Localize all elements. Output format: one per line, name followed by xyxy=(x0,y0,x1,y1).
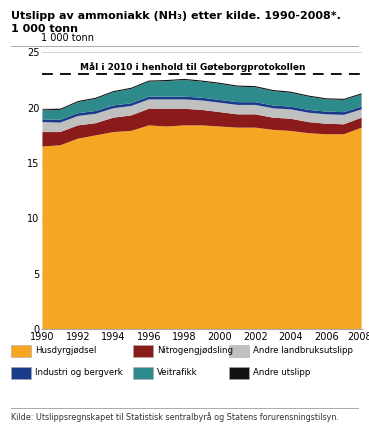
Text: Industri og bergverk: Industri og bergverk xyxy=(35,368,123,377)
Text: Utslipp av ammoniakk (NH₃) etter kilde. 1990-2008*.: Utslipp av ammoniakk (NH₃) etter kilde. … xyxy=(11,11,341,21)
Text: Nitrogengjødsling: Nitrogengjødsling xyxy=(157,347,233,355)
Text: 1 000 tonn: 1 000 tonn xyxy=(11,24,78,34)
Text: 1 000 tonn: 1 000 tonn xyxy=(41,33,94,43)
Text: Veitrafikk: Veitrafikk xyxy=(157,368,197,377)
Text: Kilde: Utslippsregnskapet til Statistisk sentralbyrå og Statens forurensningstil: Kilde: Utslippsregnskapet til Statistisk… xyxy=(11,412,339,422)
Text: Andre utslipp: Andre utslipp xyxy=(253,368,310,377)
Text: Mål i 2010 i henhold til Gøteborgprotokollen: Mål i 2010 i henhold til Gøteborgprotoko… xyxy=(80,62,306,72)
Text: Andre landbruksutslipp: Andre landbruksutslipp xyxy=(253,347,353,355)
Text: Husdyrgjødsel: Husdyrgjødsel xyxy=(35,347,96,355)
